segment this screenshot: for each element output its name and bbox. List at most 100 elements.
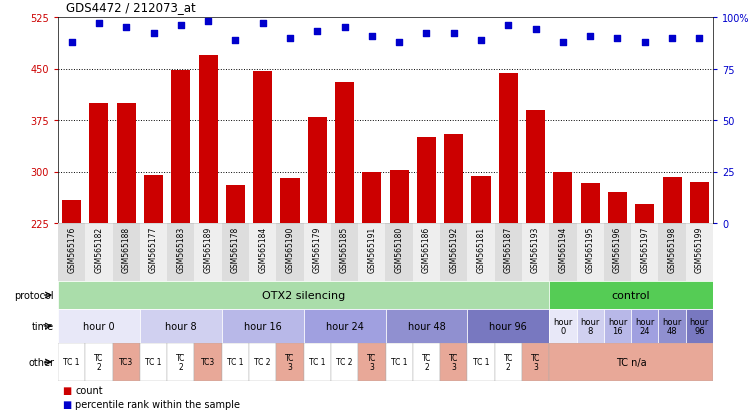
Point xyxy=(147,31,159,38)
FancyBboxPatch shape xyxy=(631,223,659,281)
Text: TC
3: TC 3 xyxy=(367,353,376,371)
FancyBboxPatch shape xyxy=(604,223,631,281)
Point xyxy=(65,39,77,46)
Bar xyxy=(253,71,273,223)
Text: ■: ■ xyxy=(62,399,71,409)
Point xyxy=(339,25,351,31)
FancyBboxPatch shape xyxy=(577,309,604,343)
Bar xyxy=(472,177,490,223)
Text: TC
3: TC 3 xyxy=(449,353,458,371)
Point xyxy=(611,35,623,42)
Text: control: control xyxy=(612,290,650,300)
Point xyxy=(393,39,405,46)
Bar xyxy=(444,134,463,223)
Bar xyxy=(553,172,572,223)
Text: time: time xyxy=(32,321,54,331)
Bar xyxy=(62,201,81,223)
Point xyxy=(120,25,132,31)
Bar xyxy=(226,186,245,223)
Point xyxy=(448,31,460,38)
Bar xyxy=(608,192,627,223)
Bar xyxy=(280,179,300,223)
Text: TC 1: TC 1 xyxy=(227,358,243,367)
FancyBboxPatch shape xyxy=(385,343,413,381)
Point xyxy=(366,33,378,40)
Text: GSM565193: GSM565193 xyxy=(531,226,540,273)
FancyBboxPatch shape xyxy=(86,223,113,281)
Text: GSM565190: GSM565190 xyxy=(285,226,294,273)
FancyBboxPatch shape xyxy=(549,309,577,343)
FancyBboxPatch shape xyxy=(113,343,140,381)
FancyBboxPatch shape xyxy=(58,309,140,343)
FancyBboxPatch shape xyxy=(686,309,713,343)
FancyBboxPatch shape xyxy=(467,343,495,381)
Point xyxy=(584,33,596,40)
Text: hour
8: hour 8 xyxy=(581,317,600,335)
Bar xyxy=(690,183,709,223)
Text: hour 24: hour 24 xyxy=(326,321,363,331)
Text: GSM565184: GSM565184 xyxy=(258,226,267,273)
Text: GSM565195: GSM565195 xyxy=(586,226,595,273)
FancyBboxPatch shape xyxy=(659,223,686,281)
Point xyxy=(257,21,269,27)
Bar xyxy=(526,110,545,223)
FancyBboxPatch shape xyxy=(358,223,385,281)
FancyBboxPatch shape xyxy=(140,223,167,281)
Text: TC 1: TC 1 xyxy=(309,358,325,367)
Text: GSM565196: GSM565196 xyxy=(613,226,622,273)
FancyBboxPatch shape xyxy=(549,281,713,309)
FancyBboxPatch shape xyxy=(495,343,522,381)
FancyBboxPatch shape xyxy=(140,309,222,343)
FancyBboxPatch shape xyxy=(195,343,222,381)
FancyBboxPatch shape xyxy=(467,309,549,343)
Bar xyxy=(171,71,190,223)
FancyBboxPatch shape xyxy=(413,223,440,281)
FancyBboxPatch shape xyxy=(195,223,222,281)
Text: hour
96: hour 96 xyxy=(689,317,709,335)
FancyBboxPatch shape xyxy=(522,343,549,381)
Text: GSM565185: GSM565185 xyxy=(340,226,349,273)
FancyBboxPatch shape xyxy=(385,223,413,281)
Point xyxy=(529,27,541,33)
Point xyxy=(93,21,105,27)
Text: TC 1: TC 1 xyxy=(145,358,161,367)
Text: TC n/a: TC n/a xyxy=(616,357,647,367)
FancyBboxPatch shape xyxy=(86,343,113,381)
FancyBboxPatch shape xyxy=(276,223,303,281)
Text: GDS4472 / 212073_at: GDS4472 / 212073_at xyxy=(65,1,195,14)
Text: hour 16: hour 16 xyxy=(244,321,282,331)
Bar xyxy=(635,205,654,223)
Bar xyxy=(335,83,354,223)
FancyBboxPatch shape xyxy=(167,343,195,381)
FancyBboxPatch shape xyxy=(276,343,303,381)
Text: OTX2 silencing: OTX2 silencing xyxy=(262,290,345,300)
Text: GSM565199: GSM565199 xyxy=(695,226,704,273)
FancyBboxPatch shape xyxy=(413,343,440,381)
FancyBboxPatch shape xyxy=(222,309,303,343)
Text: protocol: protocol xyxy=(14,290,54,300)
Text: TC 2: TC 2 xyxy=(336,358,353,367)
Text: count: count xyxy=(75,385,103,395)
Text: GSM565189: GSM565189 xyxy=(204,226,213,273)
Text: TC
3: TC 3 xyxy=(285,353,294,371)
FancyBboxPatch shape xyxy=(385,309,467,343)
FancyBboxPatch shape xyxy=(495,223,522,281)
FancyBboxPatch shape xyxy=(222,343,249,381)
Text: GSM565180: GSM565180 xyxy=(394,226,403,273)
Text: GSM565179: GSM565179 xyxy=(312,226,321,273)
FancyBboxPatch shape xyxy=(58,223,86,281)
Text: TC
2: TC 2 xyxy=(176,353,185,371)
Text: GSM565178: GSM565178 xyxy=(231,226,240,273)
Text: TC
3: TC 3 xyxy=(531,353,540,371)
Text: hour 48: hour 48 xyxy=(408,321,445,331)
Text: GSM565176: GSM565176 xyxy=(67,226,76,273)
Text: GSM565182: GSM565182 xyxy=(95,226,104,272)
FancyBboxPatch shape xyxy=(549,223,577,281)
FancyBboxPatch shape xyxy=(222,223,249,281)
Bar xyxy=(89,104,108,223)
Text: GSM565191: GSM565191 xyxy=(367,226,376,273)
Bar xyxy=(116,104,136,223)
Text: GSM565197: GSM565197 xyxy=(641,226,650,273)
FancyBboxPatch shape xyxy=(58,343,86,381)
FancyBboxPatch shape xyxy=(140,343,167,381)
